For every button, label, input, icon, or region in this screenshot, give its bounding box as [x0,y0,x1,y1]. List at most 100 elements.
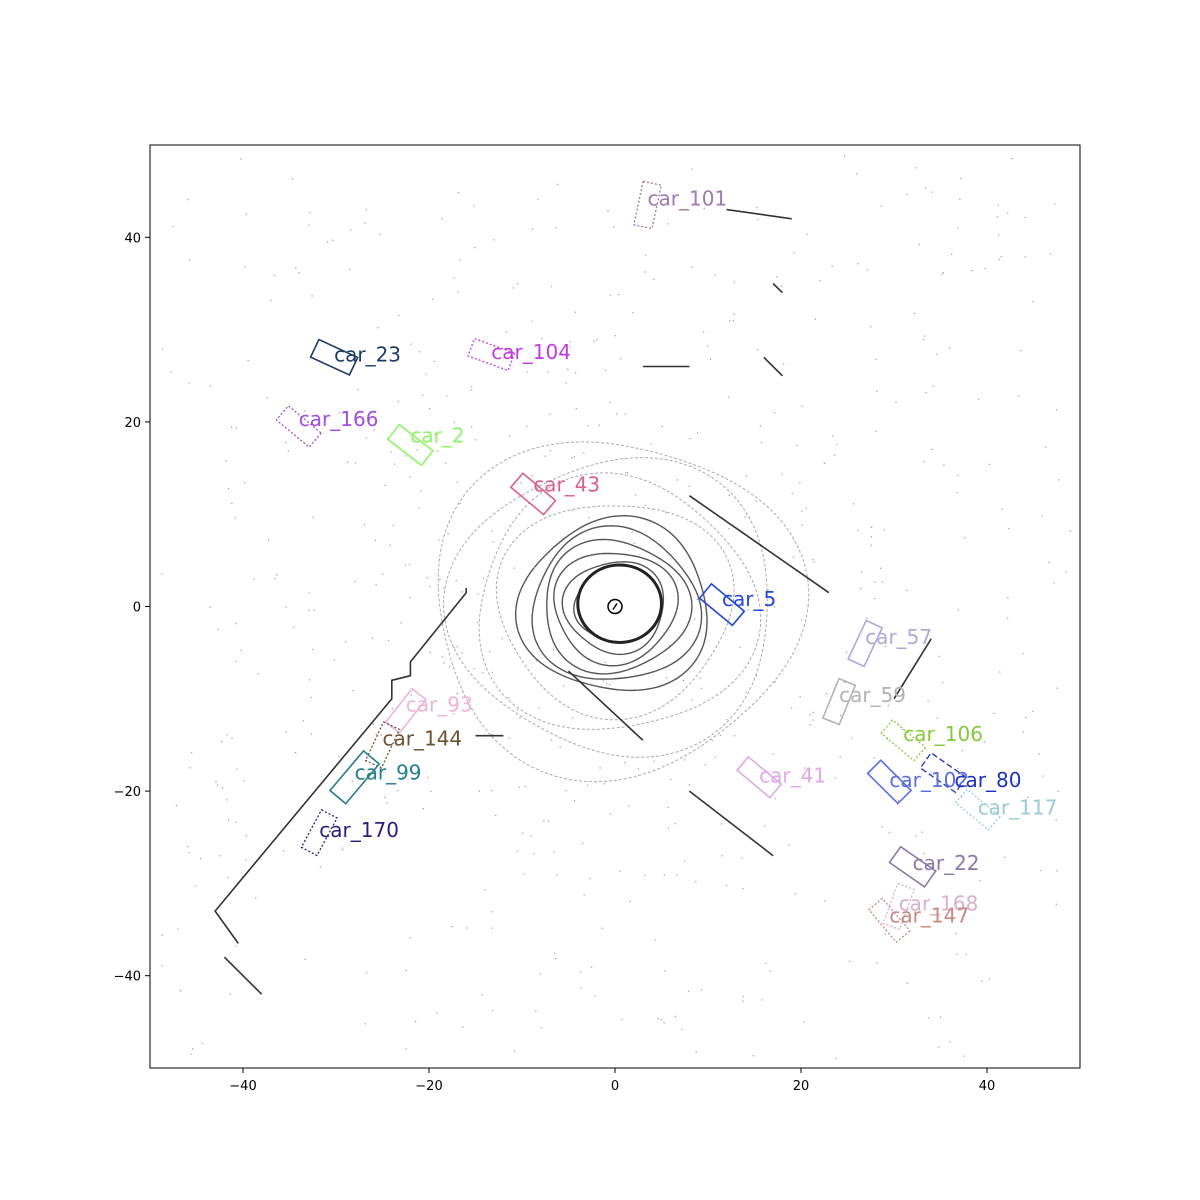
lidar-point [956,953,958,955]
lidar-point [637,768,640,770]
lidar-point [492,541,494,543]
lidar-point [669,644,671,646]
lidar-point [682,680,685,682]
lidar-point [875,430,877,432]
lidar-point [200,858,202,860]
lidar-point [691,266,693,268]
lidar-point [429,652,431,654]
lidar-point [699,677,701,679]
lidar-point [541,338,543,340]
bbox-label-car-101: car_101 [648,187,728,211]
lidar-point [651,521,653,523]
lidar-point [397,400,399,402]
lidar-point [221,741,223,743]
lidar-point [302,720,304,722]
lidar-point [304,958,306,960]
bbox-car-168 [882,882,916,931]
lidar-point [393,463,396,465]
lidar-point [836,443,838,445]
lidar-point [1025,716,1027,718]
lidar-point [372,637,374,639]
lidar-point [517,709,519,711]
lidar-point [871,526,873,528]
lidar-point [373,429,375,431]
lidar-point [531,228,533,230]
lidar-point [960,796,962,798]
lidar-point [654,939,656,941]
bbox-label-car-117: car_117 [978,796,1058,820]
lidar-point [219,855,221,857]
lidar-point [571,717,574,719]
lidar-point [372,723,374,725]
bbox-car-22 [888,845,937,889]
lidar-point [956,492,958,494]
bbox-label-car-41: car_41 [759,763,826,787]
lidar-point [1024,256,1026,258]
lidar-point [545,613,547,615]
lidar-point [245,213,247,215]
bbox-label-car-80: car_80 [955,768,1022,792]
structure-line [214,588,467,944]
lidar-point [580,971,582,973]
lidar-point [246,835,248,837]
lidar-point [304,410,306,412]
lidar-point [783,363,785,365]
lidar-point [549,450,551,452]
lidar-point [583,452,585,454]
x-axis-ticks: −40 −20 0 20 40 [229,1068,995,1094]
lidar-point [455,579,457,582]
lidar-point [493,239,495,241]
lidar-point [365,972,368,974]
lidar-point [757,219,759,221]
lidar-point [539,973,541,975]
bbox-label-car-43: car_43 [533,473,600,497]
structure-line [223,956,263,995]
lidar-point [1056,409,1058,411]
lidar-point [606,682,608,685]
lidar-point [433,360,435,363]
lidar-point [466,927,468,929]
y-tick-label: 40 [124,231,141,246]
lidar-point [604,369,606,372]
lidar-point [957,609,959,611]
lidar-point [691,699,693,701]
lidar-point [274,274,276,277]
lidar-point [565,382,567,384]
lidar-point [235,660,237,662]
lidar-point [535,1010,537,1012]
y-tick-label: 0 [133,601,141,616]
lidar-point [938,1046,940,1048]
lidar-point [557,183,559,185]
lidar-point [884,933,886,935]
lidar-point [932,385,934,387]
lidar-point [482,577,484,579]
lidar-point [245,859,247,861]
lidar-point [613,226,615,228]
lidar-point [629,900,631,903]
lidar-point [459,503,461,505]
lidar-point [484,889,486,891]
lidar-point [813,561,815,563]
lidar-point [1065,571,1067,573]
lidar-point [1004,856,1006,858]
lidar-point [721,855,723,857]
lidar-point [607,210,609,212]
lidar-point [602,680,604,682]
lidar-point [471,386,473,388]
lidar-point [363,524,366,526]
lidar-point [772,753,774,755]
lidar-point [473,205,475,207]
ego-heading-icon [612,603,618,610]
lidar-point [575,407,577,410]
lidar-point [384,484,386,486]
lidar-point [831,435,834,437]
lidar-point [870,536,872,538]
structure-line [763,356,783,377]
lidar-point [402,776,404,778]
lidar-point [1024,216,1026,218]
lidar-point [746,475,748,477]
lidar-point [310,733,312,735]
lidar-point [943,464,945,466]
lidar-point [714,274,716,276]
